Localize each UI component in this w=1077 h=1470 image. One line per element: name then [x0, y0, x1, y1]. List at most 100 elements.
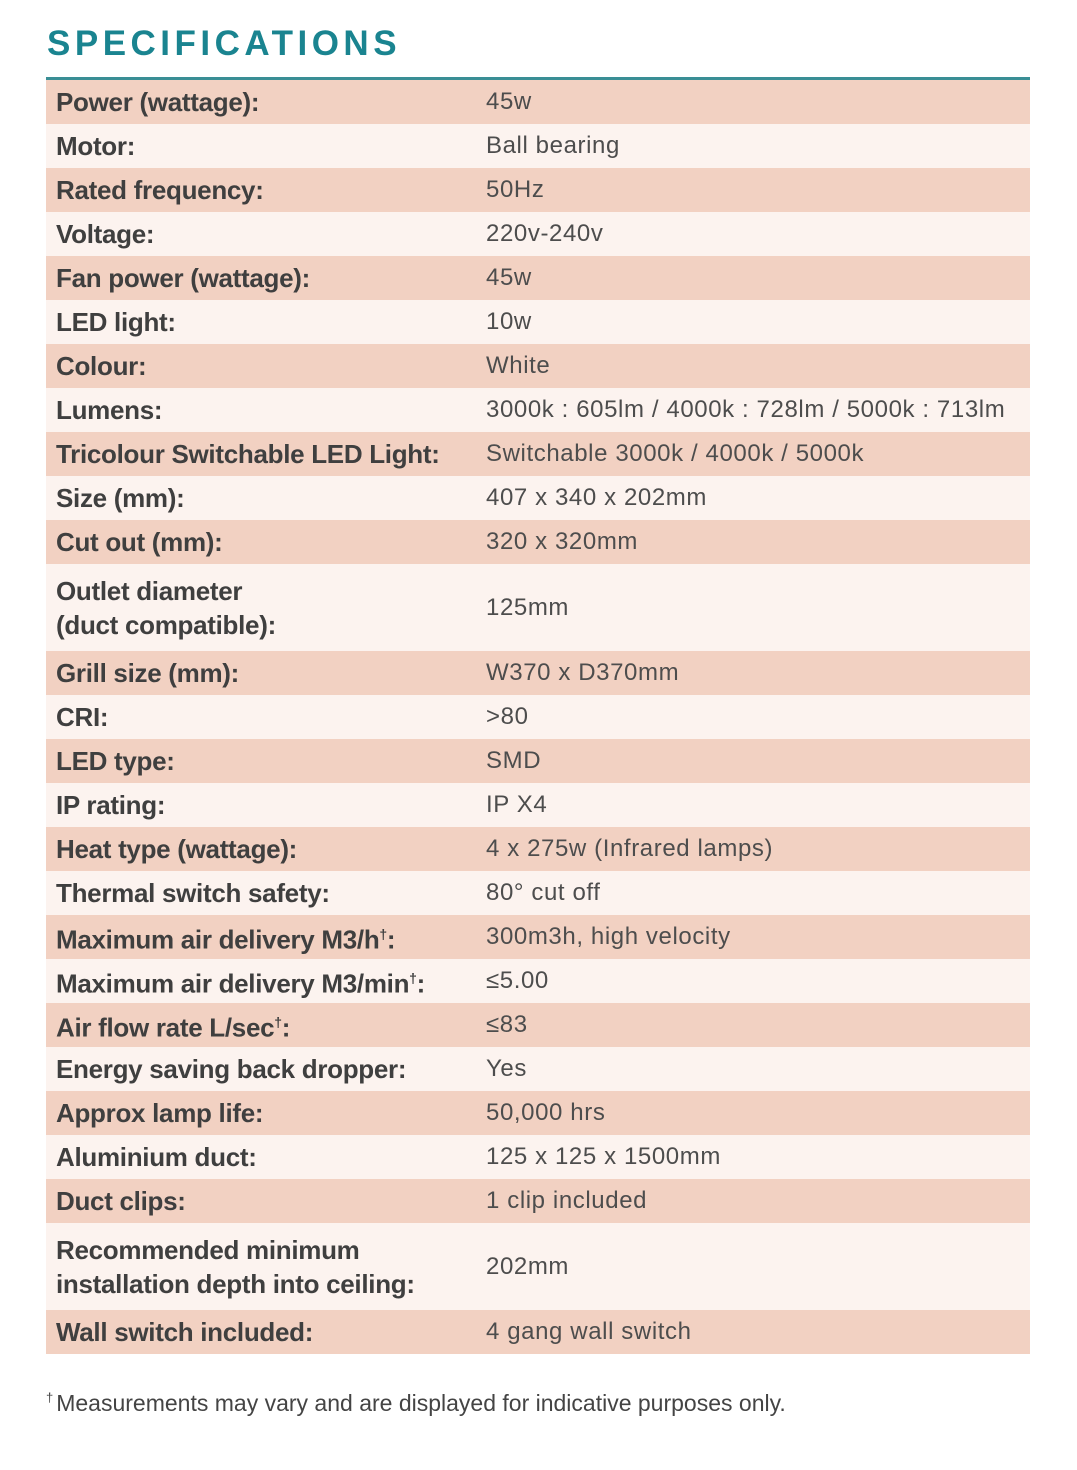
spec-label-text: Lumens: — [56, 395, 163, 425]
title-divider — [46, 77, 1030, 80]
spec-row: Rated frequency: 50Hz — [46, 168, 1030, 212]
spec-label: Tricolour Switchable LED Light: — [46, 437, 486, 471]
spec-row: Fan power (wattage): 45w — [46, 256, 1030, 300]
spec-row: Thermal switch safety: 80° cut off — [46, 871, 1030, 915]
spec-value: 202mm — [486, 1252, 570, 1280]
spec-value: 320 x 320mm — [486, 528, 639, 555]
spec-label-text: Rated frequency: — [56, 175, 264, 205]
spec-value: SMD — [486, 747, 542, 774]
spec-label: Voltage: — [46, 217, 486, 251]
spec-label: Outlet diameter (duct compatible): — [46, 574, 486, 642]
spec-value: 80° cut off — [486, 879, 601, 906]
spec-label-text: Thermal switch safety: — [56, 878, 330, 908]
spec-label-text: Approx lamp life: — [56, 1098, 264, 1128]
spec-label-text: Duct clips: — [56, 1186, 186, 1216]
spec-value: 50Hz — [486, 176, 545, 203]
spec-label-text: Tricolour Switchable LED Light: — [56, 439, 440, 469]
specifications-table: Power (wattage): 45w Motor: Ball bearing Rat… — [46, 80, 1030, 1354]
spec-value: ≤5.00 — [486, 967, 549, 994]
spec-label: Wall switch included: — [46, 1315, 486, 1349]
spec-row: Wall switch included: 4 gang wall switch — [46, 1310, 1030, 1354]
spec-row: Approx lamp life: 50,000 hrs — [46, 1091, 1030, 1135]
spec-label: Lumens: — [46, 393, 486, 427]
spec-label-text: Maximum air delivery M3/h — [56, 924, 380, 955]
dagger-mark: † — [409, 970, 417, 987]
spec-label-text: Fan power (wattage): — [56, 263, 311, 293]
spec-row: Air flow rate L/sec†: ≤83 — [46, 1003, 1030, 1047]
spec-label-text: IP rating: — [56, 790, 166, 820]
spec-label: CRI: — [46, 700, 486, 734]
page-title: SPECIFICATIONS — [47, 24, 402, 63]
spec-label: LED light: — [46, 305, 486, 339]
spec-label: Approx lamp life: — [46, 1096, 486, 1130]
spec-label: Duct clips: — [46, 1184, 486, 1218]
spec-value: 3000k : 605lm / 4000k : 728lm / 5000k : … — [486, 396, 1006, 423]
spec-label-text: LED light: — [56, 307, 176, 337]
spec-label: Aluminium duct: — [46, 1140, 486, 1174]
spec-label-text: Motor: — [56, 131, 136, 161]
spec-label: Grill size (mm): — [46, 656, 486, 690]
spec-row: Power (wattage): 45w — [46, 80, 1030, 124]
spec-value: 45w — [486, 88, 532, 115]
spec-row: Duct clips: 1 clip included — [46, 1179, 1030, 1223]
spec-value: 4 gang wall switch — [486, 1318, 692, 1345]
spec-label: Air flow rate L/sec†: — [56, 1012, 291, 1043]
spec-label-text: Aluminium duct: — [56, 1142, 257, 1172]
spec-row: Energy saving back dropper: Yes — [46, 1047, 1030, 1091]
spec-row: Grill size (mm): W370 x D370mm — [46, 651, 1030, 695]
spec-label-text: Colour: — [56, 351, 147, 381]
footnote-text: Measurements may vary and are displayed … — [56, 1390, 786, 1416]
spec-label: Maximum air delivery M3/h†: — [56, 924, 396, 955]
spec-label-text: Recommended minimum installation depth i… — [56, 1234, 415, 1299]
spec-value: 45w — [486, 264, 532, 291]
spec-label-text: Energy saving back dropper: — [56, 1054, 407, 1084]
spec-label: Thermal switch safety: — [46, 876, 486, 910]
spec-label: Power (wattage): — [46, 85, 486, 119]
spec-label-text: CRI: — [56, 702, 109, 732]
spec-label-text: Voltage: — [56, 219, 155, 249]
spec-label: Fan power (wattage): — [46, 261, 486, 295]
spec-row: LED light: 10w — [46, 300, 1030, 344]
spec-value: White — [486, 352, 551, 379]
spec-row: LED type: SMD — [46, 739, 1030, 783]
spec-label-text: Grill size (mm): — [56, 658, 240, 688]
spec-row: Cut out (mm): 320 x 320mm — [46, 520, 1030, 564]
spec-value: Switchable 3000k / 4000k / 5000k — [486, 440, 865, 467]
spec-label: Colour: — [46, 349, 486, 383]
spec-row: Maximum air delivery M3/h†: 300m3h, high … — [46, 915, 1030, 959]
spec-value: IP X4 — [486, 791, 548, 818]
spec-value: 125 x 125 x 1500mm — [486, 1143, 721, 1170]
spec-label: Size (mm): — [46, 481, 486, 515]
footnote: † Measurements may vary and are displayed… — [46, 1390, 786, 1417]
spec-row: IP rating: IP X4 — [46, 783, 1030, 827]
spec-label-text: Heat type (wattage): — [56, 834, 298, 864]
spec-label: LED type: — [46, 744, 486, 778]
spec-value: 50,000 hrs — [486, 1099, 606, 1126]
spec-label: Rated frequency: — [46, 173, 486, 207]
spec-row: CRI: >80 — [46, 695, 1030, 739]
spec-label: Heat type (wattage): — [46, 832, 486, 866]
footnote-mark: † — [46, 1390, 54, 1406]
spec-value: 125mm — [486, 593, 570, 621]
spec-row: Size (mm): 407 x 340 x 202mm — [46, 476, 1030, 520]
spec-label-text: Size (mm): — [56, 483, 185, 513]
spec-label-text: Air flow rate L/sec — [56, 1012, 275, 1043]
spec-label: IP rating: — [46, 788, 486, 822]
spec-value: W370 x D370mm — [486, 659, 680, 686]
spec-row: Outlet diameter (duct compatible): 125mm — [46, 564, 1030, 651]
spec-value: Yes — [486, 1055, 527, 1082]
spec-label: Recommended minimum installation depth i… — [46, 1233, 486, 1301]
spec-row: Colour: White — [46, 344, 1030, 388]
dagger-mark: † — [274, 1014, 282, 1031]
spec-value: 300m3h, high velocity — [486, 923, 731, 950]
dagger-mark: † — [379, 926, 387, 943]
spec-row: Heat type (wattage): 4 x 275w (Infrared l… — [46, 827, 1030, 871]
spec-row: Motor: Ball bearing — [46, 124, 1030, 168]
spec-label-text: Wall switch included: — [56, 1317, 314, 1347]
spec-value: >80 — [486, 703, 529, 730]
spec-value: 4 x 275w (Infrared lamps) — [486, 835, 774, 862]
spec-value: ≤83 — [486, 1011, 528, 1038]
spec-label: Motor: — [46, 129, 486, 163]
spec-row: Aluminium duct: 125 x 125 x 1500mm — [46, 1135, 1030, 1179]
spec-value: 1 clip included — [486, 1187, 648, 1214]
